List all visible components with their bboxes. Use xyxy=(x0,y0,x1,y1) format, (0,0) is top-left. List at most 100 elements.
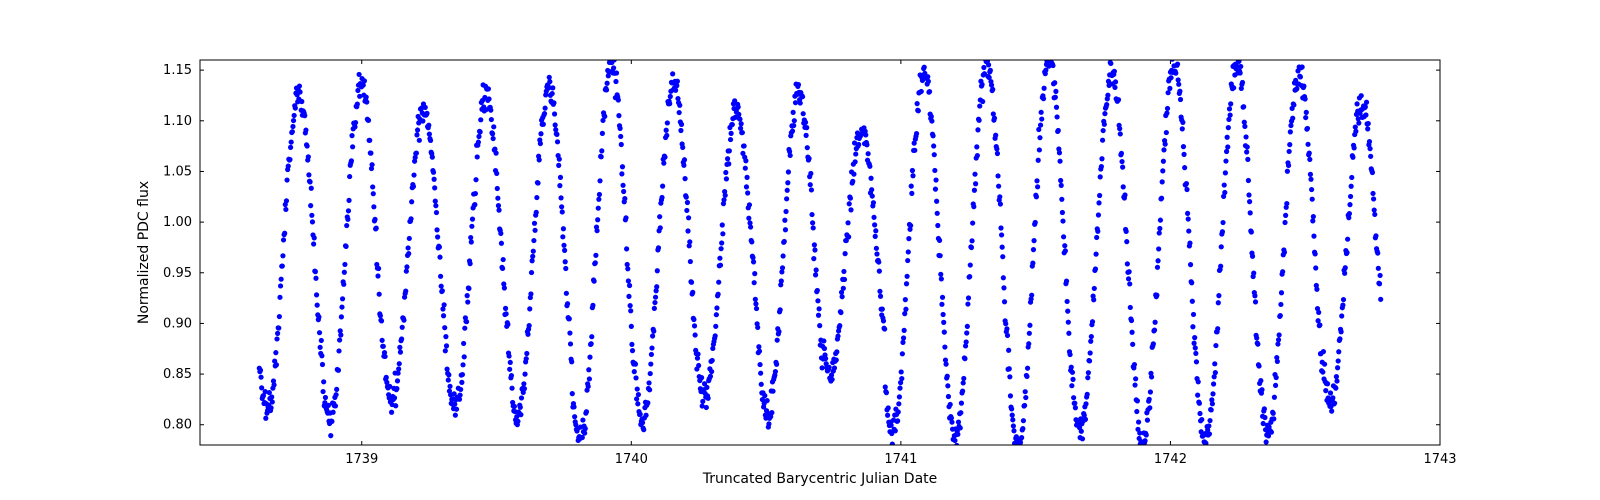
scatter-point xyxy=(653,295,658,300)
scatter-point xyxy=(937,238,942,243)
scatter-point xyxy=(905,274,910,279)
scatter-point xyxy=(1303,96,1308,101)
scatter-point xyxy=(1192,335,1197,340)
scatter-point xyxy=(1135,398,1140,403)
scatter-point xyxy=(567,316,572,321)
scatter-point xyxy=(278,283,283,288)
scatter-point xyxy=(439,284,444,289)
x-tick-label: 1740 xyxy=(615,452,648,467)
scatter-point xyxy=(994,146,999,151)
scatter-point xyxy=(1087,358,1092,363)
scatter-point xyxy=(1219,244,1224,249)
scatter-point xyxy=(337,337,342,342)
scatter-point xyxy=(1339,329,1344,334)
scatter-point xyxy=(753,301,758,306)
scatter-point xyxy=(1332,401,1337,406)
scatter-point xyxy=(1285,169,1290,174)
scatter-point xyxy=(469,239,474,244)
scatter-point xyxy=(890,443,895,448)
scatter-point xyxy=(524,356,529,361)
scatter-point xyxy=(704,405,709,410)
scatter-point xyxy=(1101,128,1106,133)
scatter-point xyxy=(1278,302,1283,307)
scatter-point xyxy=(1220,220,1225,225)
scatter-point xyxy=(1330,395,1335,400)
scatter-point xyxy=(1112,85,1117,90)
scatter-point xyxy=(535,180,540,185)
scatter-point xyxy=(878,294,883,299)
scatter-point xyxy=(602,114,607,119)
scatter-point xyxy=(770,389,775,394)
scatter-point xyxy=(635,401,640,406)
scatter-point xyxy=(274,362,279,367)
scatter-point xyxy=(333,392,338,397)
scatter-point xyxy=(1173,71,1178,76)
scatter-point xyxy=(627,283,632,288)
scatter-point xyxy=(1337,336,1342,341)
scatter-point xyxy=(579,448,584,453)
scatter-point xyxy=(995,173,1000,178)
scatter-point xyxy=(971,204,976,209)
scatter-point xyxy=(1220,229,1225,234)
scatter-point xyxy=(1344,250,1349,255)
scatter-point xyxy=(935,211,940,216)
y-axis-label: Normalized PDC flux xyxy=(136,181,152,324)
scatter-point xyxy=(447,384,452,389)
scatter-point xyxy=(1067,352,1072,357)
scatter-point xyxy=(537,157,542,162)
scatter-point xyxy=(496,208,501,213)
scatter-point xyxy=(258,368,263,373)
scatter-point xyxy=(748,224,753,229)
scatter-point xyxy=(1195,393,1200,398)
scatter-point xyxy=(538,141,543,146)
scatter-point xyxy=(784,196,789,201)
scatter-point xyxy=(657,214,662,219)
scatter-point xyxy=(995,151,1000,156)
scatter-point xyxy=(283,207,288,212)
scatter-point xyxy=(500,266,505,271)
scatter-point xyxy=(329,419,334,424)
scatter-point xyxy=(530,254,535,259)
scatter-point xyxy=(896,409,901,414)
scatter-point xyxy=(1325,381,1330,386)
scatter-point xyxy=(919,89,924,94)
scatter-point xyxy=(968,262,973,267)
scatter-point xyxy=(630,348,635,353)
scatter-point xyxy=(934,199,939,204)
scatter-point xyxy=(1026,341,1031,346)
scatter-point xyxy=(743,166,748,171)
scatter-point xyxy=(1041,96,1046,101)
scatter-point xyxy=(958,425,963,430)
scatter-point xyxy=(628,303,633,308)
scatter-point xyxy=(986,62,991,67)
scatter-point xyxy=(785,180,790,185)
scatter-point xyxy=(652,300,657,305)
scatter-point xyxy=(1059,197,1064,202)
scatter-point xyxy=(561,226,566,231)
scatter-point xyxy=(695,351,700,356)
scatter-point xyxy=(1154,293,1159,298)
scatter-point xyxy=(1238,70,1243,75)
scatter-point xyxy=(1256,363,1261,368)
scatter-point xyxy=(961,380,966,385)
scatter-point xyxy=(1300,64,1305,69)
scatter-point xyxy=(435,234,440,239)
scatter-point xyxy=(1027,331,1032,336)
scatter-point xyxy=(1283,213,1288,218)
scatter-point xyxy=(803,120,808,125)
scatter-point xyxy=(679,122,684,127)
scatter-point xyxy=(876,259,881,264)
scatter-point xyxy=(289,139,294,144)
scatter-point xyxy=(1004,326,1009,331)
scatter-point xyxy=(895,418,900,423)
scatter-point xyxy=(442,325,447,330)
scatter-point xyxy=(792,118,797,123)
scatter-point xyxy=(1279,290,1284,295)
scatter-point xyxy=(446,377,451,382)
scatter-point xyxy=(263,416,268,421)
scatter-point xyxy=(527,323,532,328)
scatter-point xyxy=(1167,86,1172,91)
scatter-point xyxy=(446,372,451,377)
scatter-point xyxy=(367,138,372,143)
scatter-point xyxy=(1368,154,1373,159)
